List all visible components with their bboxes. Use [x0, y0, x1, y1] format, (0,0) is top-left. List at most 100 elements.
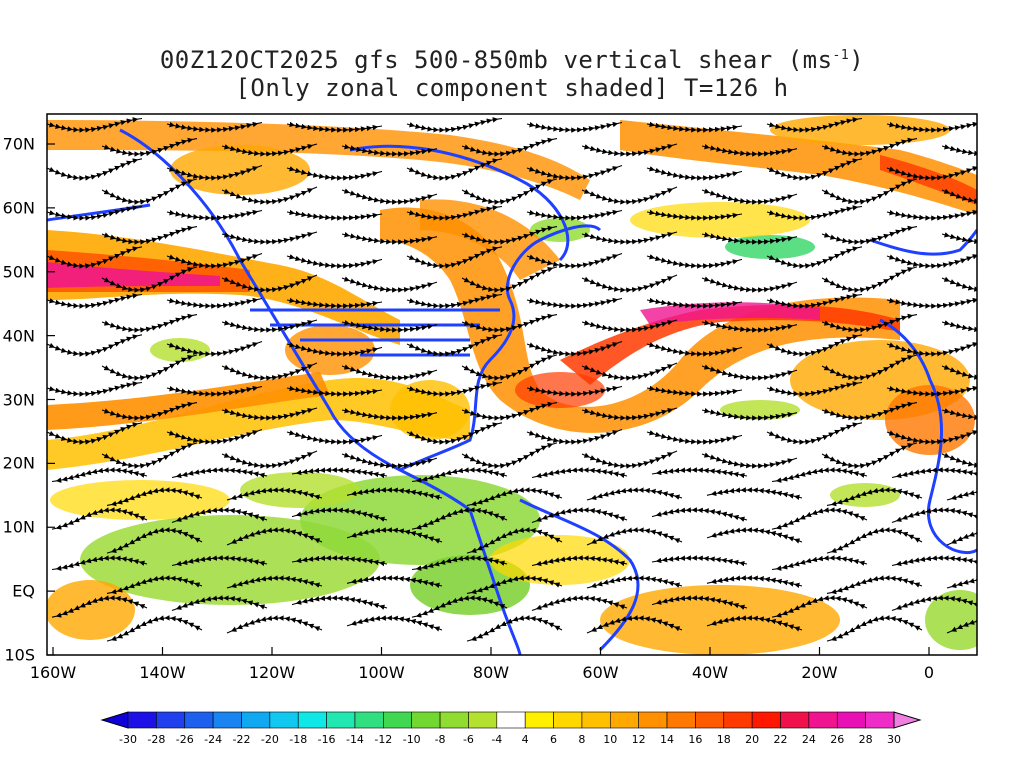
streamline [291, 555, 388, 567]
colorbar-label: 30 [887, 733, 901, 746]
streamline [886, 430, 977, 445]
streamline [406, 246, 503, 269]
colorbar-swatch [354, 711, 384, 729]
streamline [406, 158, 503, 181]
streamline [581, 319, 678, 333]
streamline [286, 121, 383, 133]
streamline [531, 595, 628, 612]
streamline [406, 422, 503, 445]
colorbar-swatch [297, 711, 327, 729]
colorbar-label: -24 [204, 733, 223, 746]
streamline [47, 334, 143, 357]
streamline [581, 274, 678, 293]
colorbar-swatch [184, 711, 214, 729]
streamline [101, 313, 198, 333]
colorbar-swatch [524, 711, 554, 729]
colorbar-swatch [127, 711, 157, 729]
colorbar-label: 14 [660, 733, 675, 746]
colorbar-label: -14 [345, 733, 364, 746]
streamline [47, 158, 143, 181]
streamline [821, 313, 918, 333]
colorbar-swatch [411, 711, 441, 729]
colorbar-label: 6 [550, 733, 558, 746]
streamline [406, 293, 503, 309]
streamline [411, 555, 508, 571]
colorbar-label: -18 [289, 733, 308, 746]
streamline [51, 507, 148, 530]
streamline [766, 158, 863, 181]
streamline [586, 527, 683, 546]
streamline [101, 266, 198, 293]
y-tick-label: 30N [2, 390, 35, 409]
streamline [646, 254, 743, 269]
streamline [47, 246, 143, 269]
streamline [706, 615, 803, 632]
streamline [346, 527, 443, 544]
streamline [886, 254, 977, 269]
streamline [101, 401, 198, 421]
plot-title-line2: [Only zonal component shaded] T=126 h [235, 74, 789, 102]
streamline [221, 231, 318, 245]
streamline [646, 297, 743, 309]
axis-ticks [47, 143, 930, 656]
streamline [291, 595, 388, 610]
streamlines [47, 117, 977, 642]
streamline [166, 385, 263, 397]
streamline [221, 274, 318, 293]
streamline [581, 186, 678, 205]
streamline [461, 401, 558, 421]
streamline [221, 450, 318, 469]
streamline [226, 575, 323, 589]
streamline [706, 527, 803, 544]
streamline [526, 340, 623, 357]
streamline [341, 188, 438, 205]
colorbar-swatch [212, 711, 242, 729]
streamline [771, 467, 868, 483]
streamline [651, 555, 748, 567]
streamline [411, 507, 508, 530]
x-tick-label: 60W [582, 663, 619, 682]
colorbar-swatch [808, 711, 838, 729]
streamline [826, 615, 923, 642]
colorbar-arrow-left [100, 711, 129, 729]
streamline [941, 319, 977, 333]
streamline [47, 381, 143, 397]
streamline [766, 381, 863, 397]
streamline [771, 595, 868, 618]
x-tick-label: 160W [29, 663, 77, 682]
streamline [466, 487, 563, 507]
streamline [941, 188, 977, 205]
streamline [701, 188, 798, 205]
streamline [286, 297, 383, 309]
streamline [47, 422, 143, 445]
colorbar-label: -4 [491, 733, 503, 746]
colorbar-label: 22 [773, 733, 788, 746]
streamline [346, 615, 443, 632]
streamline [461, 266, 558, 293]
streamline [101, 178, 198, 205]
x-tick-label: 20W [801, 663, 838, 682]
colorbar-swatch [609, 711, 639, 729]
streamline [766, 293, 863, 309]
streamline [341, 319, 438, 333]
colorbar-swatch [269, 711, 299, 729]
streamline [646, 209, 743, 221]
streamline [341, 364, 438, 381]
streamline [101, 354, 198, 381]
colorbar-label: 24 [801, 733, 816, 746]
streamline [411, 595, 508, 618]
x-tick-label: 140W [139, 663, 186, 682]
streamline [891, 467, 977, 479]
streamline [946, 615, 977, 634]
y-tick-label: EQ [12, 581, 35, 601]
streamline [586, 575, 683, 589]
streamline [51, 595, 148, 618]
streamline [166, 164, 263, 181]
colorbar-swatch [865, 711, 895, 729]
colorbar-arrow-right [893, 711, 922, 729]
y-tick-label: 40N [2, 326, 35, 346]
streamline [706, 575, 803, 589]
streamline [581, 450, 678, 469]
streamline [286, 209, 383, 221]
streamline [941, 143, 977, 157]
